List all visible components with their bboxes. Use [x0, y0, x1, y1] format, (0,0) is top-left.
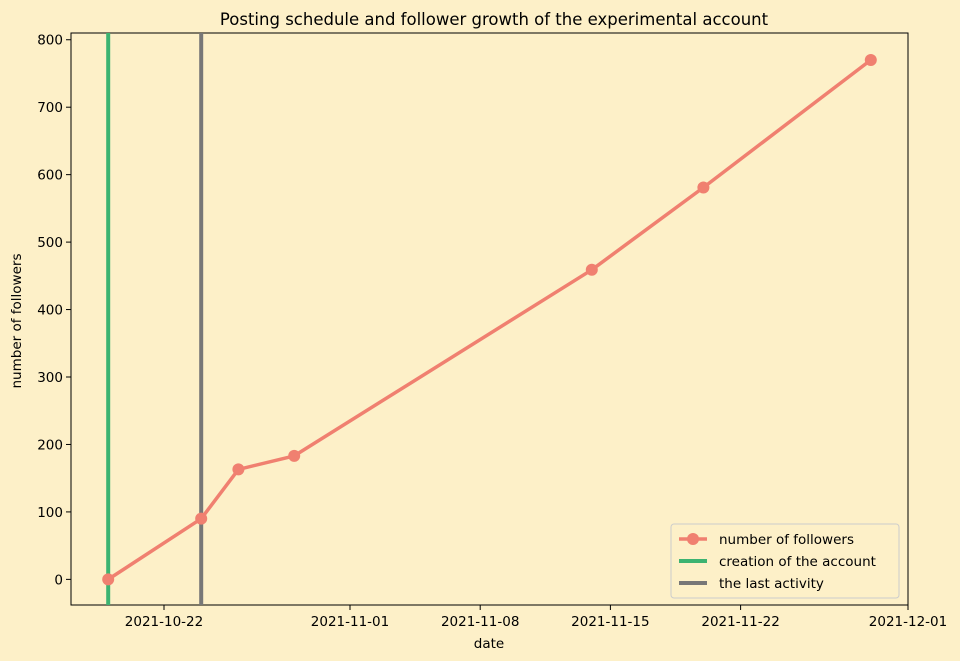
y-tick-label: 0 [54, 572, 63, 588]
x-tick-label: 2021-11-15 [571, 614, 649, 630]
data-point [232, 463, 245, 476]
y-tick-label: 600 [37, 168, 63, 184]
y-tick-label: 100 [37, 505, 63, 521]
data-point [864, 53, 877, 66]
x-tick-label: 2021-11-08 [441, 614, 519, 630]
data-point [697, 181, 710, 194]
y-axis: 0 100 200 300 400 500 600 700 800 [37, 33, 71, 588]
x-tick-label: 2021-11-01 [311, 614, 389, 630]
x-tick-label: 2021-10-22 [125, 614, 203, 630]
data-point [102, 573, 115, 586]
x-tick-label: 2021-11-22 [701, 614, 779, 630]
data-point [585, 263, 598, 276]
reference-lines [106, 33, 204, 605]
legend-label: creation of the account [719, 554, 876, 570]
legend: number of followers creation of the accou… [670, 523, 900, 599]
legend-label: the last activity [719, 576, 824, 592]
y-tick-label: 200 [37, 437, 63, 453]
data-point [288, 449, 301, 462]
data-point [195, 512, 208, 525]
legend-frame [670, 523, 900, 599]
y-tick-label: 800 [37, 33, 63, 49]
x-tick-label: 2021-12-01 [869, 614, 947, 630]
series-layer [102, 53, 877, 586]
y-tick-label: 300 [37, 370, 63, 386]
y-tick-label: 700 [37, 100, 63, 116]
legend-label: number of followers [719, 532, 854, 548]
plot-area [70, 32, 909, 606]
x-axis: 2021-10-22 2021-11-01 2021-11-08 2021-11-15… [125, 605, 947, 630]
y-tick-label: 500 [37, 235, 63, 251]
legend-marker [687, 533, 699, 545]
chart-title: Posting schedule and follower growth of … [220, 10, 769, 29]
y-tick-label: 400 [37, 303, 63, 319]
x-axis-label: date [474, 636, 504, 652]
y-axis-label: number of followers [9, 254, 25, 389]
